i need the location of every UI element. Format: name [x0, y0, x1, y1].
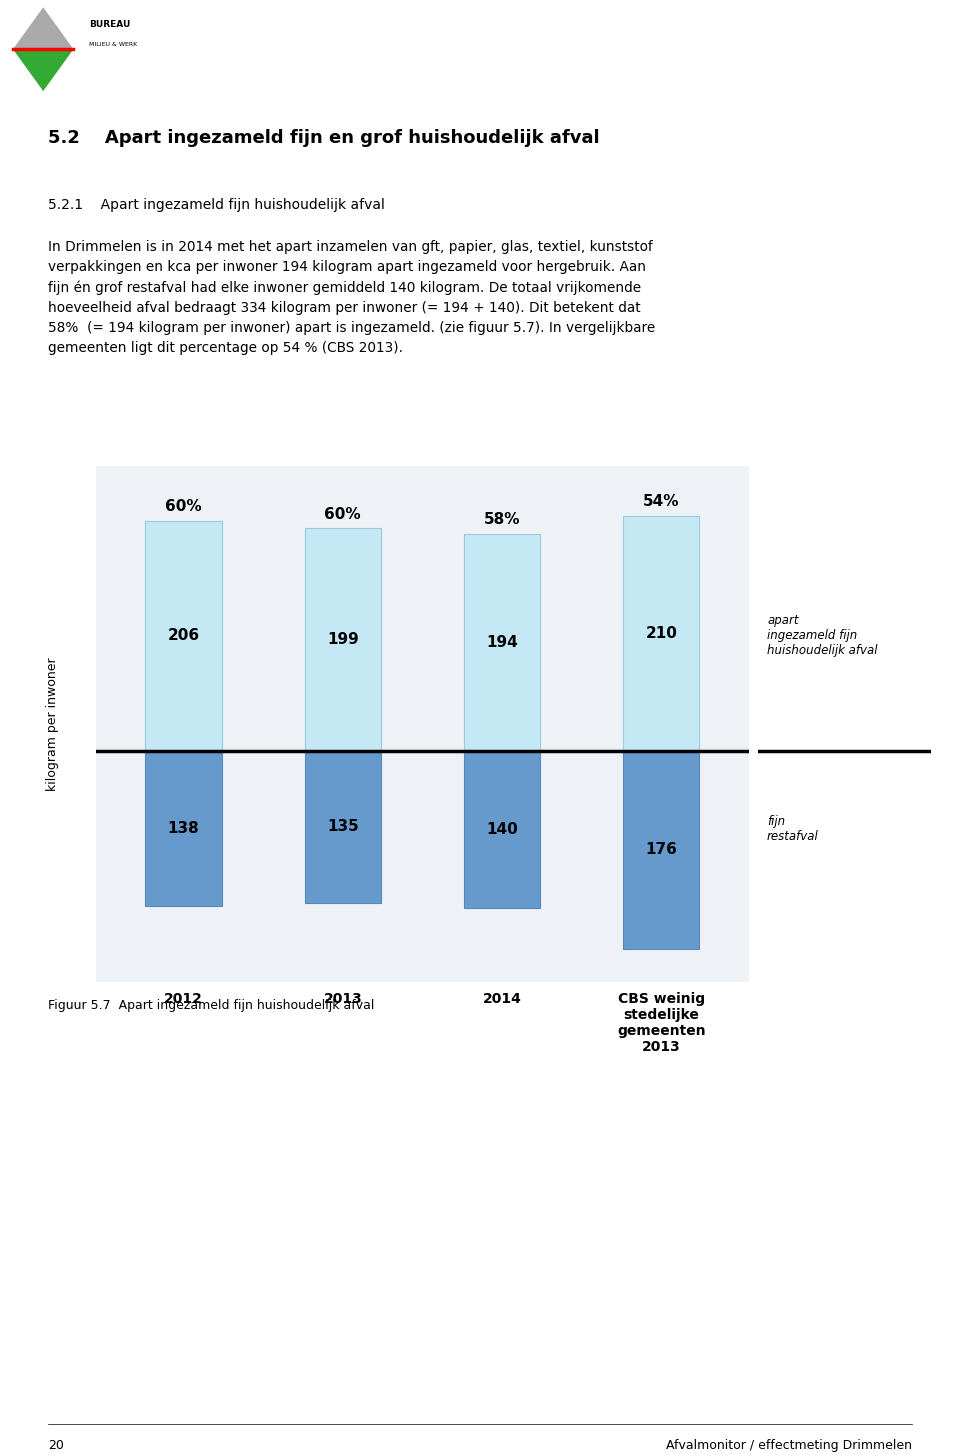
Text: 210: 210 — [645, 626, 677, 642]
Bar — [623, 517, 700, 751]
Text: In Drimmelen is in 2014 met het apart inzamelen van gft, papier, glas, textiel, : In Drimmelen is in 2014 met het apart in… — [48, 240, 656, 355]
Text: fijn
restafval: fijn restafval — [767, 815, 819, 842]
Text: Afvalmonitor / effectmeting Drimmelen: Afvalmonitor / effectmeting Drimmelen — [666, 1439, 912, 1452]
Text: apart
ingezameld fijn
huishoudelijk afval: apart ingezameld fijn huishoudelijk afva… — [767, 614, 877, 658]
Text: 60%: 60% — [165, 499, 202, 514]
Polygon shape — [13, 7, 73, 49]
Text: 20: 20 — [48, 1439, 64, 1452]
Text: Figuur 5.7  Apart ingezameld fijn huishoudelijk afval: Figuur 5.7 Apart ingezameld fijn huishou… — [48, 1000, 374, 1011]
Text: 5.2.1    Apart ingezameld fijn huishoudelijk afval: 5.2.1 Apart ingezameld fijn huishoudelij… — [48, 198, 385, 212]
Bar — [145, 521, 222, 751]
Bar — [145, 751, 222, 906]
Polygon shape — [13, 49, 73, 92]
Text: BUREAU: BUREAU — [89, 20, 131, 29]
Bar — [623, 751, 700, 949]
Bar — [304, 528, 381, 751]
Text: 138: 138 — [168, 821, 200, 837]
Text: 199: 199 — [327, 633, 359, 647]
Text: 194: 194 — [486, 636, 517, 650]
Text: 135: 135 — [327, 819, 359, 835]
Bar — [464, 534, 540, 751]
Text: 5.2    Apart ingezameld fijn en grof huishoudelijk afval: 5.2 Apart ingezameld fijn en grof huisho… — [48, 129, 600, 147]
Text: kilogram per inwoner: kilogram per inwoner — [46, 658, 60, 790]
Text: 54%: 54% — [643, 495, 680, 509]
Bar — [464, 751, 540, 908]
Text: 176: 176 — [645, 842, 677, 857]
Text: 206: 206 — [167, 629, 200, 643]
Bar — [304, 751, 381, 902]
Text: 140: 140 — [486, 822, 517, 837]
Text: 60%: 60% — [324, 506, 361, 522]
Text: MILIEU & WERK: MILIEU & WERK — [89, 42, 137, 47]
Text: 58%: 58% — [484, 512, 520, 527]
